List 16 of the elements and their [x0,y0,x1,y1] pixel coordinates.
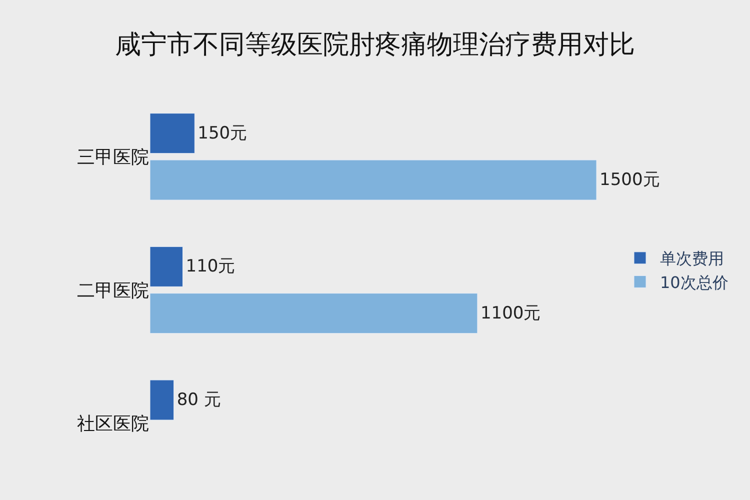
data-label: 1100元 [480,303,541,324]
bar [150,380,174,420]
y-tick-label: 三甲医院 [77,146,149,168]
y-tick-label: 社区医院 [77,414,149,435]
bar [150,113,195,154]
legend-label: 10次总价 [660,272,728,292]
y-tick-label: 二甲医院 [77,280,149,302]
bar [150,293,478,334]
data-label: 150元 [198,123,248,144]
legend-label: 单次费用 [660,249,724,268]
data-label: 80 元 [176,390,221,410]
data-label: 1500元 [600,170,660,190]
bar [150,246,183,287]
data-label: 110元 [186,256,236,277]
chart-title: 咸宁市不同等级医院肘疼痛物理治疗费用对比 [115,30,635,60]
bar [150,160,597,200]
